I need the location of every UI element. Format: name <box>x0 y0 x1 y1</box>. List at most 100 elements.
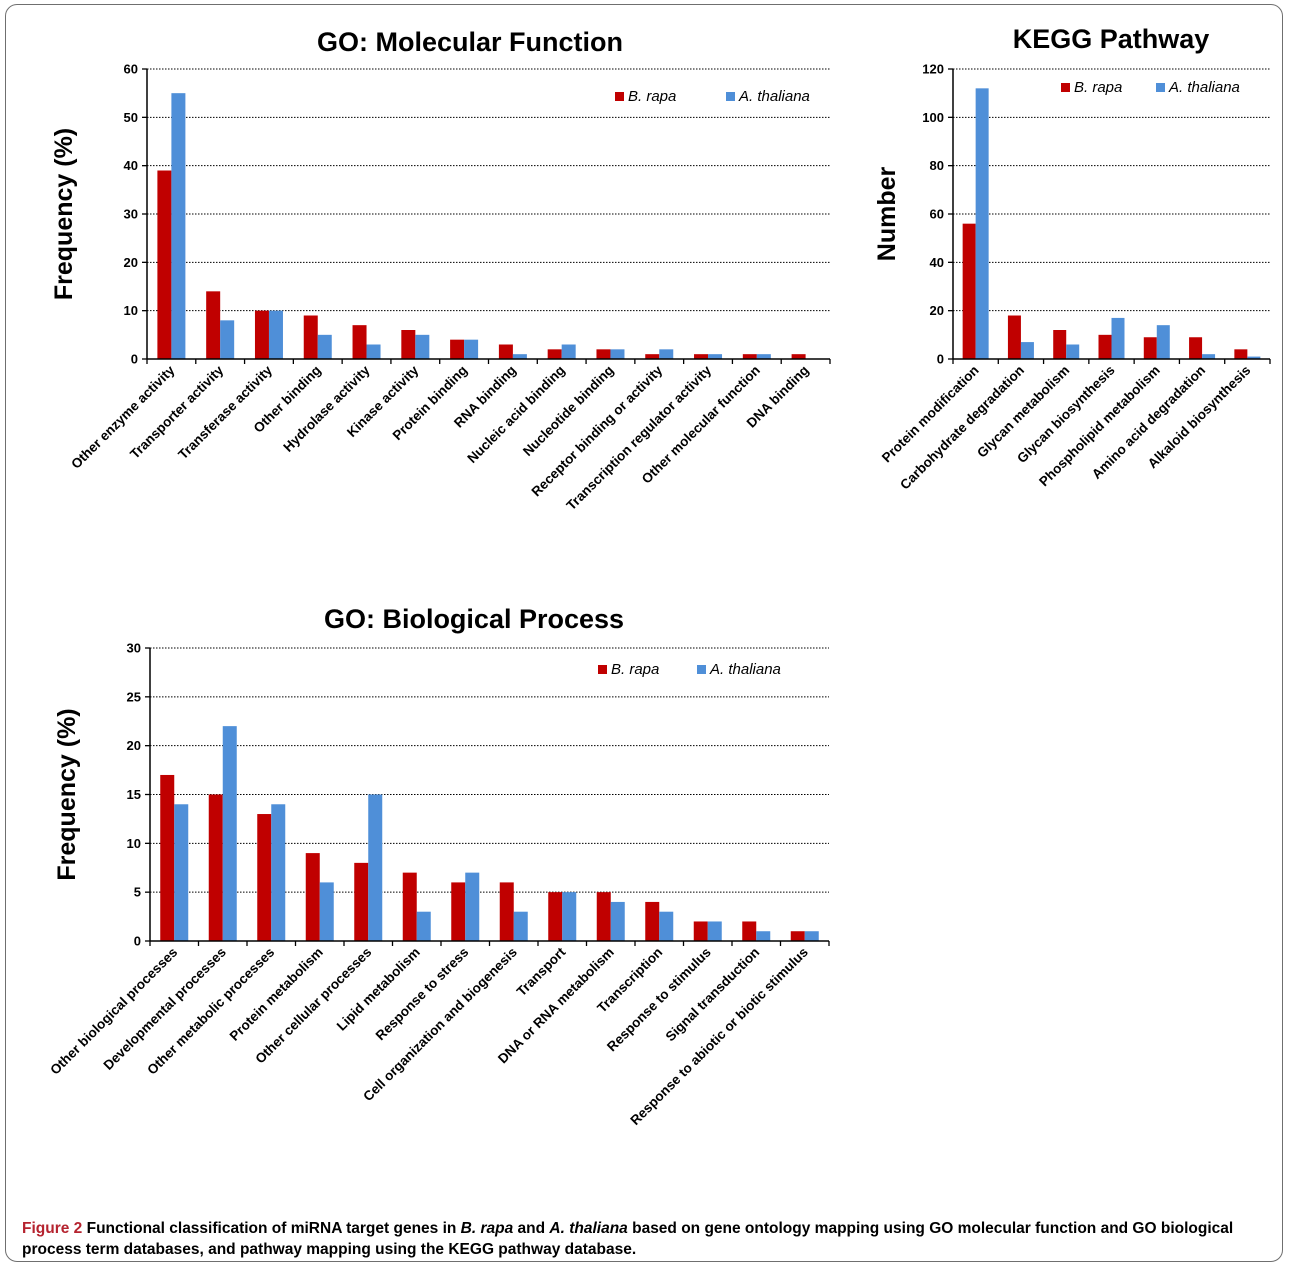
bar-b-rapa <box>499 882 514 941</box>
bar-a-thaliana <box>804 931 819 941</box>
y-tick-label: 50 <box>124 110 138 125</box>
y-tick-label: 15 <box>127 787 141 802</box>
bar-b-rapa <box>1143 337 1157 359</box>
category-label: Lipid metabolism <box>334 945 423 1034</box>
y-tick-label: 10 <box>127 836 141 851</box>
y-tick-label: 100 <box>922 110 944 125</box>
y-tick-label: 30 <box>124 207 138 222</box>
bar-a-thaliana <box>659 349 674 359</box>
bar-a-thaliana <box>513 911 528 941</box>
bar-b-rapa <box>962 223 976 359</box>
bar-b-rapa <box>401 330 416 359</box>
y-tick-label: 60 <box>124 62 138 77</box>
y-tick-label: 5 <box>134 885 141 900</box>
bar-a-thaliana <box>271 804 286 941</box>
bar-a-thaliana <box>562 892 577 941</box>
bar-b-rapa <box>160 774 175 941</box>
bar-a-thaliana <box>512 354 527 359</box>
chart-title: KEGG Pathway <box>1013 24 1210 54</box>
legend-swatch <box>1156 83 1165 92</box>
bar-b-rapa <box>451 882 466 941</box>
y-axis-label: Number <box>873 167 901 262</box>
bar-a-thaliana <box>707 921 722 941</box>
bar-b-rapa <box>208 794 223 941</box>
bar-a-thaliana <box>366 344 381 359</box>
legend-swatch <box>598 665 607 674</box>
bar-b-rapa <box>596 892 611 941</box>
legend: B. rapa A. thaliana <box>615 88 810 105</box>
chart-title: GO: Molecular Function <box>317 27 623 57</box>
bar-b-rapa <box>257 814 272 941</box>
bar-a-thaliana <box>222 726 237 941</box>
bar-b-rapa <box>157 170 172 359</box>
legend: B. rapa A. thaliana <box>598 661 781 678</box>
bar-b-rapa <box>303 315 318 359</box>
bar-a-thaliana <box>1202 354 1216 359</box>
bar-a-thaliana <box>1111 317 1125 359</box>
category-label: Protein metabolism <box>227 945 326 1044</box>
legend: B. rapa A. thaliana <box>1061 79 1240 96</box>
legend-swatch <box>1061 83 1070 92</box>
bar-a-thaliana <box>415 334 430 359</box>
bar-b-rapa <box>352 325 367 359</box>
category-label: Response to abiotic or biotic stimulus <box>627 945 811 1129</box>
legend-swatch <box>615 92 624 101</box>
bar-b-rapa <box>742 354 757 359</box>
caption-label: Figure 2 <box>22 1220 83 1237</box>
legend-label: A. thaliana <box>738 88 810 105</box>
y-tick-label: 25 <box>127 689 141 704</box>
figure-frame <box>5 4 1283 1262</box>
bar-a-thaliana <box>317 334 332 359</box>
y-tick-label: 80 <box>930 158 944 173</box>
y-tick-label: 0 <box>131 352 138 367</box>
bar-a-thaliana <box>220 320 235 359</box>
legend-label: A. thaliana <box>1168 79 1240 96</box>
bar-a-thaliana <box>268 310 283 359</box>
y-tick-label: 30 <box>127 641 141 656</box>
bar-a-thaliana <box>975 88 989 359</box>
bar-b-rapa <box>1053 330 1067 359</box>
bar-b-rapa <box>450 339 465 359</box>
y-tick-label: 120 <box>922 62 944 77</box>
caption-text-1: Functional classification of miRNA targe… <box>82 1220 461 1237</box>
bar-b-rapa <box>1098 334 1112 359</box>
bar-b-rapa <box>1189 337 1203 359</box>
bar-a-thaliana <box>171 93 186 360</box>
bar-a-thaliana <box>659 911 674 941</box>
bar-a-thaliana <box>610 901 625 941</box>
y-tick-label: 10 <box>124 303 138 318</box>
legend-label: A. thaliana <box>709 661 781 678</box>
y-tick-label: 20 <box>930 303 944 318</box>
bar-b-rapa <box>402 872 417 941</box>
bar-a-thaliana <box>465 872 480 941</box>
caption-text-3: based on gene ontology mapping using GO … <box>22 1220 1234 1258</box>
bar-a-thaliana <box>610 349 625 359</box>
bar-a-thaliana <box>174 804 189 941</box>
chart-bp: GO: Biological Process Frequency (%) 0 5 10 1… <box>47 604 830 1129</box>
caption-species-1: B. rapa <box>460 1220 514 1237</box>
chart-title: GO: Biological Process <box>324 604 624 634</box>
bar-a-thaliana <box>1156 325 1170 359</box>
category-label: Signal transduction <box>663 945 763 1045</box>
bar-b-rapa <box>1234 349 1248 359</box>
y-tick-label: 0 <box>134 934 141 949</box>
bar-a-thaliana <box>1066 344 1080 359</box>
bar-b-rapa <box>498 344 513 359</box>
bar-a-thaliana <box>561 344 576 359</box>
bar-b-rapa <box>547 349 562 359</box>
bar-a-thaliana <box>368 794 383 941</box>
bar-a-thaliana <box>464 339 479 359</box>
bar-a-thaliana <box>416 911 431 941</box>
bar-b-rapa <box>1007 315 1021 359</box>
legend-label: B. rapa <box>1074 79 1122 96</box>
legend-label: B. rapa <box>628 88 676 105</box>
bar-b-rapa <box>548 892 563 941</box>
category-label: Response to stress <box>373 945 472 1044</box>
chart-mf: GO: Molecular Function Frequency (%) 0 10 20… <box>50 27 831 513</box>
chart-kegg: KEGG PathwayNumber020406080100120Protein… <box>873 24 1271 492</box>
category-label: Nucleic acid binding <box>464 363 567 466</box>
bar-a-thaliana <box>708 354 723 359</box>
bar-a-thaliana <box>1020 342 1034 359</box>
bar-b-rapa <box>254 310 269 359</box>
